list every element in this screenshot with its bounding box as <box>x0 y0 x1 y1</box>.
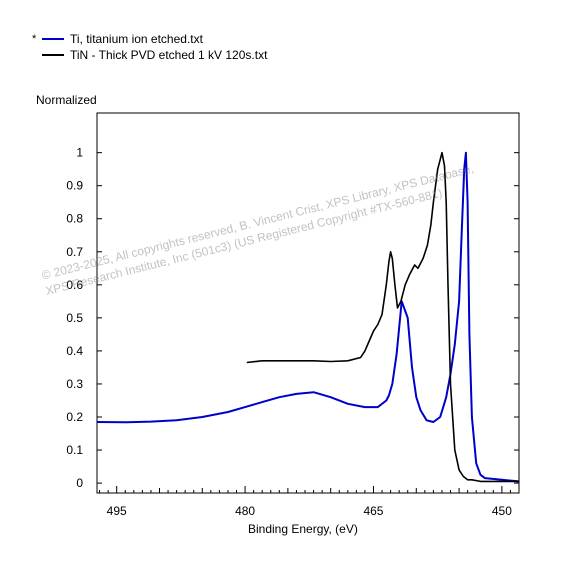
y-tick-label: 0.6 <box>66 278 83 292</box>
series-line-tin <box>246 151 519 483</box>
legend-item-ti: * Ti, titanium ion etched.txt <box>32 31 267 47</box>
y-tick-label: 0.4 <box>66 344 83 358</box>
y-tick-label: 0.5 <box>66 311 83 325</box>
legend-swatch-ti <box>42 38 64 40</box>
y-tick-label: 0.2 <box>66 410 83 424</box>
y-axis-ticks: 0 0.1 0.2 0.3 0.4 0.5 0.6 0.7 0.8 0.9 1 <box>66 146 519 490</box>
x-axis-label: Binding Energy, (eV) <box>248 522 358 536</box>
legend-label-tin: TiN - Thick PVD etched 1 kV 120s.txt <box>70 48 268 62</box>
series-line-ti <box>96 151 520 483</box>
plot-frame <box>96 112 520 494</box>
y-tick-label: 0.8 <box>66 212 83 226</box>
legend: * Ti, titanium ion etched.txt TiN - Thic… <box>32 31 267 63</box>
x-axis-ticks: 495 480 465 450 <box>99 486 520 518</box>
x-tick-label: 480 <box>235 504 255 518</box>
legend-swatch-tin <box>42 54 64 56</box>
x-tick-label: 450 <box>492 504 512 518</box>
y-tick-label: 0.9 <box>66 179 83 193</box>
y-tick-label: 0 <box>76 476 83 490</box>
y-axis-label: Normalized <box>36 93 97 107</box>
y-tick-label: 0.3 <box>66 377 83 391</box>
series-group <box>96 151 520 483</box>
x-tick-label: 465 <box>363 504 383 518</box>
y-tick-label: 0.1 <box>66 443 83 457</box>
legend-item-tin: TiN - Thick PVD etched 1 kV 120s.txt <box>32 47 267 63</box>
y-tick-label: 1 <box>76 146 83 160</box>
x-tick-label: 495 <box>107 504 127 518</box>
y-tick-label: 0.7 <box>66 245 83 259</box>
legend-marker: * <box>32 33 37 45</box>
legend-label-ti: Ti, titanium ion etched.txt <box>70 32 203 46</box>
